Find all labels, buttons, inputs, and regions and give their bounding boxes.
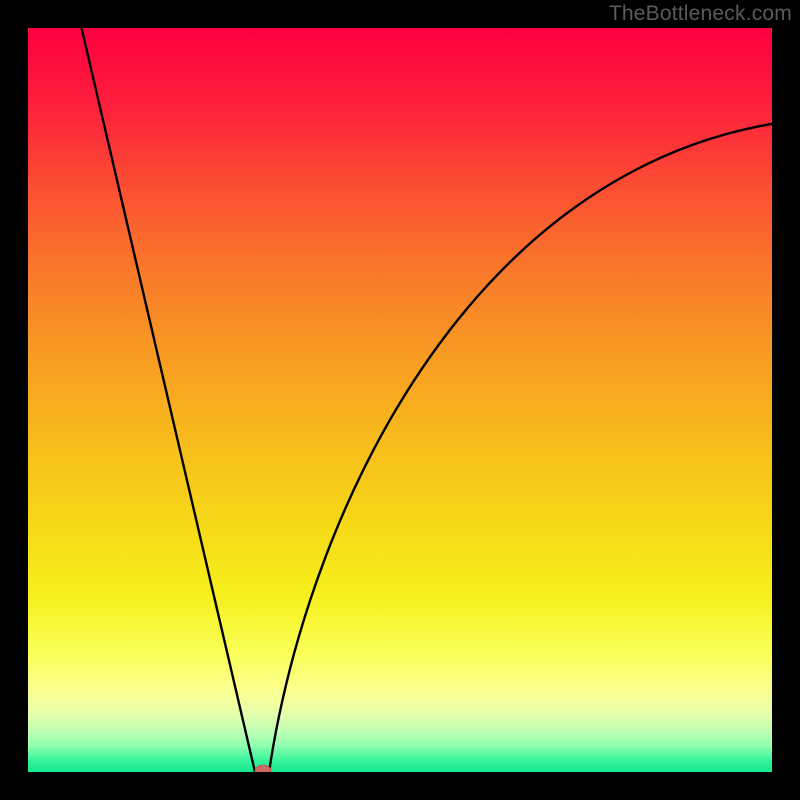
chart-background xyxy=(28,28,772,772)
bottleneck-curve-chart xyxy=(0,0,800,800)
chart-container: TheBottleneck.com xyxy=(0,0,800,800)
watermark-text: TheBottleneck.com xyxy=(609,2,792,26)
